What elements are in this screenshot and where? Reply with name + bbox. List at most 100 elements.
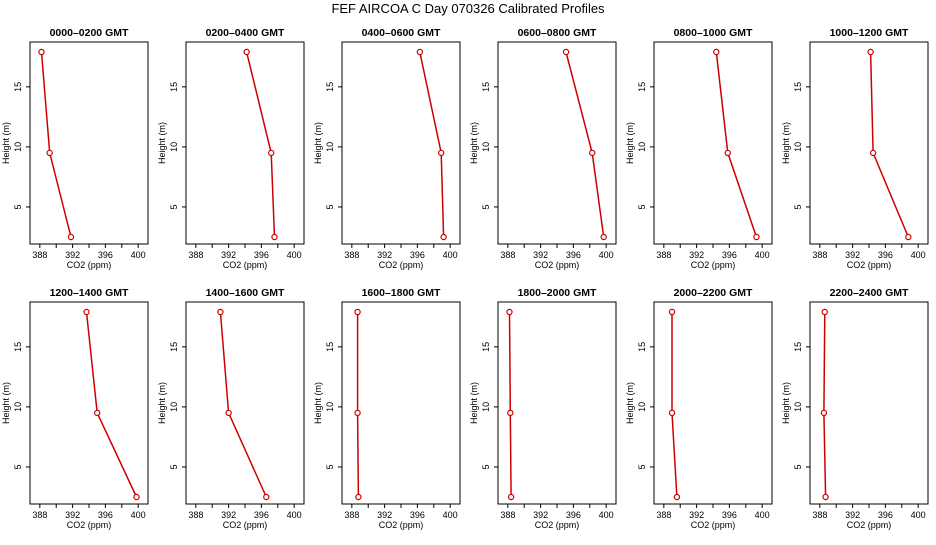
panel-title: 0200–0400 GMT: [206, 27, 285, 39]
x-tick-label: 400: [911, 510, 926, 520]
data-point: [271, 233, 278, 241]
plot-frame: [29, 41, 149, 245]
y-tick-label: 15: [169, 82, 179, 92]
x-tick-label: 392: [377, 510, 392, 520]
profile-line: [219, 311, 267, 498]
y-tick-label: 10: [169, 142, 179, 152]
panel-title: 1800–2000 GMT: [518, 287, 597, 299]
x-axis-label: CO2 (ppm): [223, 520, 268, 530]
x-tick-label: 388: [812, 510, 827, 520]
x-axis-label: CO2 (ppm): [691, 260, 736, 270]
x-tick-label: 396: [98, 510, 113, 520]
x-tick-label: 396: [254, 250, 269, 260]
profile-line: [419, 51, 445, 238]
x-axis-label: CO2 (ppm): [535, 260, 580, 270]
panel-title: 1600–1800 GMT: [362, 287, 441, 299]
y-tick-label: 15: [481, 342, 491, 352]
panel-title: 0600–0800 GMT: [518, 27, 597, 39]
data-point: [354, 409, 361, 417]
x-tick-label: 392: [65, 510, 80, 520]
y-tick-label: 15: [325, 342, 335, 352]
x-axis-label: CO2 (ppm): [67, 260, 112, 270]
x-tick-label: 388: [500, 250, 515, 260]
data-point: [821, 308, 828, 316]
profile-line: [40, 51, 72, 238]
y-tick-label: 10: [481, 402, 491, 412]
profile-line: [245, 51, 276, 238]
x-tick-label: 388: [500, 510, 515, 520]
x-tick-label: 400: [443, 510, 458, 520]
data-point: [354, 308, 361, 316]
x-tick-label: 400: [131, 510, 146, 520]
y-tick-label: 15: [169, 342, 179, 352]
plot-frame: [341, 301, 461, 505]
y-axis-label: Height (m): [781, 382, 791, 424]
x-tick-label: 396: [722, 510, 737, 520]
panel-8: 1400–1600 GMT 388 392 396 400 5 10 15 CO2 (ppm) H…: [157, 287, 305, 530]
profile-line: [356, 312, 360, 498]
y-tick-label: 5: [637, 204, 647, 209]
x-tick-label: 388: [188, 510, 203, 520]
data-point: [867, 48, 874, 56]
data-point: [507, 409, 514, 417]
x-tick-label: 392: [377, 250, 392, 260]
plot-frame: [185, 301, 305, 505]
panel-title: 0400–0600 GMT: [362, 27, 441, 39]
x-axis-label: CO2 (ppm): [691, 520, 736, 530]
data-point: [225, 409, 232, 417]
profile-line: [85, 311, 138, 498]
x-tick-label: 400: [287, 510, 302, 520]
x-tick-label: 388: [656, 250, 671, 260]
y-axis-label: Height (m): [625, 382, 635, 424]
y-tick-label: 5: [325, 204, 335, 209]
data-point: [600, 233, 607, 241]
y-axis-label: Height (m): [157, 382, 167, 424]
profile-line: [869, 51, 909, 238]
x-tick-label: 392: [689, 250, 704, 260]
x-tick-label: 396: [254, 510, 269, 520]
data-point: [905, 233, 912, 241]
y-tick-label: 5: [325, 464, 335, 469]
data-point: [38, 48, 45, 56]
y-tick-label: 10: [13, 142, 23, 152]
y-tick-label: 10: [325, 402, 335, 412]
x-tick-label: 392: [65, 250, 80, 260]
data-point: [713, 48, 720, 56]
y-axis-label: Height (m): [1, 382, 11, 424]
data-point: [753, 233, 760, 241]
data-point: [67, 233, 75, 241]
y-tick-label: 10: [637, 142, 647, 152]
x-tick-label: 392: [845, 510, 860, 520]
x-axis-label: CO2 (ppm): [223, 260, 268, 270]
y-axis-label: Height (m): [469, 122, 479, 164]
x-tick-label: 396: [566, 510, 581, 520]
panel-title: 2200–2400 GMT: [830, 287, 909, 299]
panel-title: 0800–1000 GMT: [674, 27, 753, 39]
y-tick-label: 15: [793, 342, 803, 352]
y-tick-label: 10: [637, 402, 647, 412]
plot-frame: [653, 41, 773, 245]
x-tick-label: 388: [656, 510, 671, 520]
x-tick-label: 400: [599, 250, 614, 260]
x-tick-label: 388: [344, 510, 359, 520]
data-point: [93, 409, 101, 417]
panel-title: 2000–2200 GMT: [674, 287, 753, 299]
y-axis-label: Height (m): [469, 382, 479, 424]
data-point: [83, 308, 90, 316]
y-tick-label: 10: [13, 402, 23, 412]
data-point: [673, 493, 681, 501]
x-tick-label: 388: [32, 510, 47, 520]
data-point: [507, 493, 515, 501]
data-point: [562, 48, 570, 56]
y-axis-label: Height (m): [781, 122, 791, 164]
x-tick-label: 400: [287, 250, 302, 260]
x-tick-label: 392: [221, 250, 236, 260]
data-point: [668, 409, 676, 417]
x-tick-label: 388: [344, 250, 359, 260]
data-point: [820, 409, 828, 417]
y-axis-label: Height (m): [625, 122, 635, 164]
x-tick-label: 388: [32, 250, 47, 260]
y-tick-label: 5: [481, 204, 491, 209]
plot-frame: [497, 301, 617, 505]
profile-line: [823, 311, 827, 498]
